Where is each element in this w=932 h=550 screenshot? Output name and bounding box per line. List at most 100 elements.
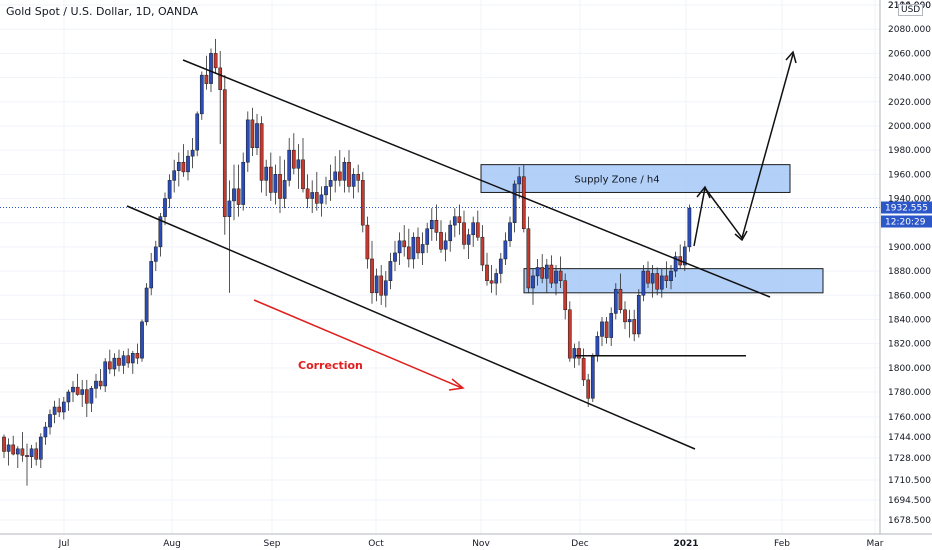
candle	[337, 150, 342, 187]
candle-body	[337, 171, 342, 181]
candle	[20, 432, 25, 462]
candle	[535, 258, 540, 286]
x-tick-label: Nov	[472, 539, 490, 549]
candle	[43, 422, 48, 445]
candle-body	[434, 220, 439, 233]
candle-body	[535, 267, 540, 277]
candle-body	[121, 355, 126, 366]
candle-body	[347, 161, 351, 187]
candle-body	[75, 386, 80, 395]
candle-body	[494, 273, 499, 284]
candle-body	[195, 113, 200, 151]
candle-body	[158, 216, 163, 248]
candle	[485, 252, 489, 286]
candle-body	[673, 256, 678, 272]
candle	[2, 434, 6, 458]
candle-body	[452, 216, 457, 226]
candle	[673, 251, 678, 278]
candle-body	[604, 321, 609, 338]
candle	[314, 171, 319, 211]
candle	[508, 216, 512, 247]
candle-body	[669, 270, 673, 281]
candle	[443, 232, 448, 262]
candle-body	[232, 188, 236, 202]
candle-body	[374, 275, 379, 294]
candle	[623, 301, 627, 330]
candle	[259, 116, 264, 193]
candle	[130, 350, 135, 374]
candle	[554, 265, 558, 296]
candle	[278, 156, 282, 214]
candle	[282, 159, 287, 209]
candle-body	[84, 389, 89, 404]
candle	[462, 210, 466, 250]
candle-body	[186, 155, 190, 173]
candle-body	[112, 357, 117, 370]
candle-body	[94, 380, 98, 389]
candle-body	[402, 240, 407, 248]
candle	[650, 265, 655, 298]
candle-body	[117, 357, 121, 366]
candle-body	[324, 186, 328, 196]
candle-body	[443, 240, 448, 250]
x-tick-label: Mar	[867, 539, 884, 549]
candle-body	[71, 386, 75, 393]
candle-body	[397, 240, 402, 254]
y-tick-label: 1940.000	[888, 195, 931, 205]
candle-body	[489, 280, 494, 284]
candle-body	[370, 258, 374, 294]
candle-body	[107, 361, 112, 370]
candle	[347, 150, 351, 193]
candle-body	[627, 319, 632, 323]
candle-body	[176, 161, 181, 171]
candle	[521, 164, 526, 233]
last-price-text: 1932.555	[885, 204, 928, 214]
x-tick-label: Sep	[264, 539, 281, 549]
y-tick-label: 1694.500	[888, 496, 931, 506]
candle	[38, 433, 43, 469]
candle-body	[48, 414, 52, 428]
candle-body	[172, 170, 177, 181]
candle-body	[650, 273, 655, 284]
candle	[273, 164, 278, 205]
projection-path	[693, 53, 794, 247]
y-tick-label: 2080.000	[888, 25, 931, 35]
candle	[526, 216, 531, 293]
candle-body	[439, 232, 443, 250]
candle-body	[11, 444, 16, 455]
candle-body	[659, 275, 664, 290]
candle	[687, 204, 692, 252]
candle-body	[167, 180, 172, 199]
candle-body	[204, 74, 209, 84]
candle-body	[646, 270, 650, 284]
candle	[370, 240, 374, 304]
candle	[296, 144, 301, 189]
candle	[324, 176, 328, 205]
candle-body	[61, 401, 66, 413]
candle-body	[34, 448, 39, 460]
x-tick-label: 2021	[673, 539, 698, 549]
candle	[250, 107, 255, 157]
candle	[236, 164, 241, 217]
candle-body	[457, 216, 462, 223]
candle	[98, 369, 103, 390]
candle	[356, 164, 361, 193]
x-tick-label: Oct	[368, 539, 384, 549]
candle-body	[310, 192, 315, 199]
candle-body	[98, 380, 103, 387]
candle-body	[503, 240, 508, 260]
candle-body	[264, 166, 269, 181]
candle	[586, 373, 591, 407]
candle-body	[130, 353, 135, 364]
candle	[567, 301, 572, 362]
candle	[268, 152, 273, 201]
candle-body	[406, 246, 411, 260]
candle-body	[38, 436, 43, 460]
y-tick-label: 2040.000	[888, 74, 931, 84]
time-axis: Jul Aug Sep Oct Nov Dec 2021 Feb Mar	[0, 533, 932, 549]
currency-label[interactable]: USD	[898, 4, 924, 16]
candle-body	[144, 287, 149, 323]
candle-body	[6, 444, 11, 452]
candle-body	[20, 448, 25, 456]
